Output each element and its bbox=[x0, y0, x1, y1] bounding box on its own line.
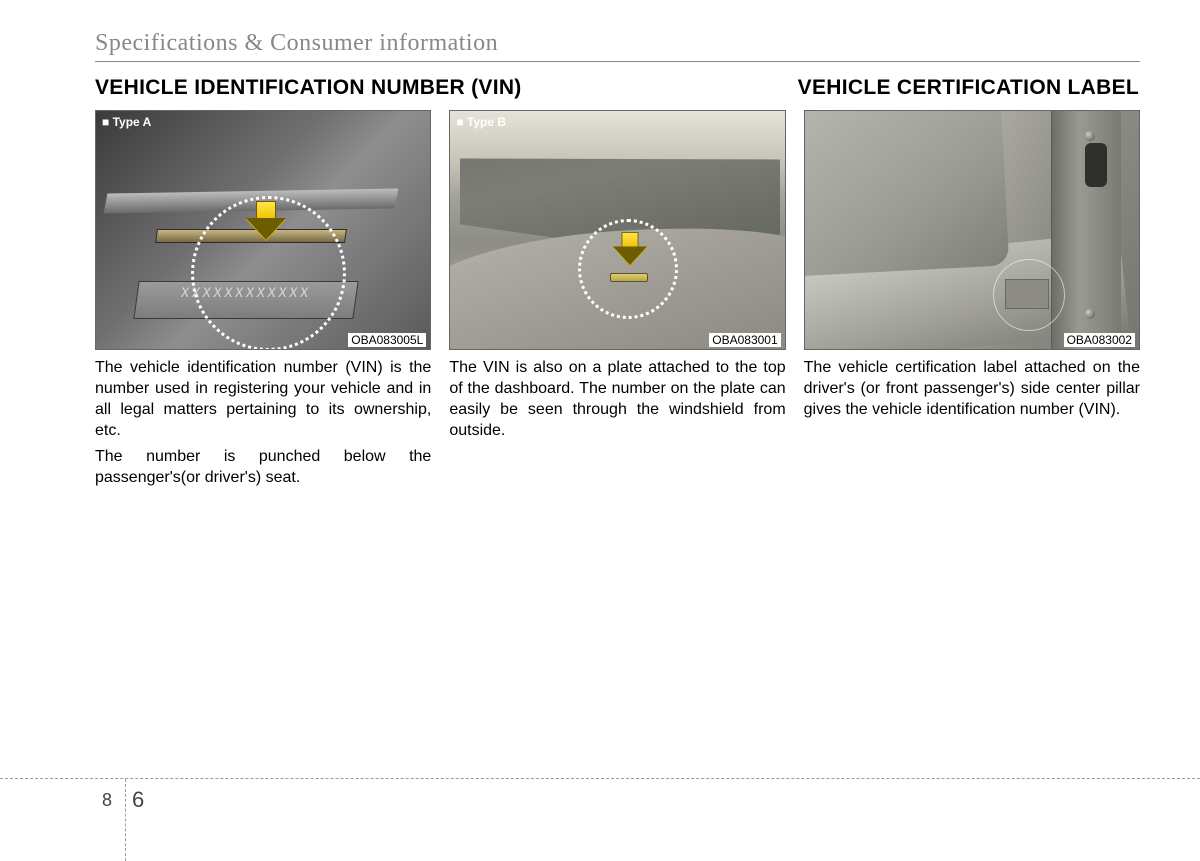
figure-cert-label: OBA083002 bbox=[804, 110, 1140, 350]
figure-type-label: ■ Type B bbox=[456, 115, 506, 129]
arrow-down-icon bbox=[246, 201, 286, 241]
manual-page: Specifications & Consumer information VE… bbox=[0, 0, 1200, 861]
heading-cert: VEHICLE CERTIFICATION LABEL bbox=[798, 76, 1140, 100]
caption-a-1: The vehicle identification number (VIN) … bbox=[95, 358, 431, 441]
figC-door-handle bbox=[1085, 143, 1107, 187]
caption-c-1: The vehicle certification label attached… bbox=[804, 358, 1140, 420]
figure-code-label: OBA083001 bbox=[709, 333, 780, 347]
heading-row: VEHICLE IDENTIFICATION NUMBER (VIN) VEHI… bbox=[95, 76, 1140, 110]
figure-code-label: OBA083005L bbox=[348, 333, 426, 347]
figure-vin-seat: XXXXXXXXXXXX ■ Type A OBA083005L bbox=[95, 110, 431, 350]
content-columns: XXXXXXXXXXXX ■ Type A OBA083005L The veh… bbox=[95, 110, 1140, 489]
page-index: 6 bbox=[132, 787, 144, 813]
figure-code-label: OBA083002 bbox=[1064, 333, 1135, 347]
figure-type-label: ■ Type A bbox=[102, 115, 151, 129]
column-type-b: ■ Type B OBA083001 The VIN is also on a … bbox=[449, 110, 785, 489]
footer-rule-horizontal bbox=[0, 778, 1200, 779]
section-header: Specifications & Consumer information bbox=[95, 30, 1140, 62]
caption-b-1: The VIN is also on a plate attached to t… bbox=[449, 358, 785, 441]
caption-a-2: The number is punched below the passenge… bbox=[95, 447, 431, 489]
page-number: 8 6 bbox=[102, 787, 144, 813]
arrow-down-icon bbox=[613, 232, 647, 266]
figC-door bbox=[804, 110, 1009, 277]
chapter-number: 8 bbox=[102, 790, 112, 811]
column-cert-label: OBA083002 The vehicle certification labe… bbox=[804, 110, 1140, 489]
column-type-a: XXXXXXXXXXXX ■ Type A OBA083005L The veh… bbox=[95, 110, 431, 489]
figure-vin-dashboard: ■ Type B OBA083001 bbox=[449, 110, 785, 350]
highlight-circle-icon bbox=[993, 259, 1065, 331]
heading-vin: VEHICLE IDENTIFICATION NUMBER (VIN) bbox=[95, 76, 780, 100]
